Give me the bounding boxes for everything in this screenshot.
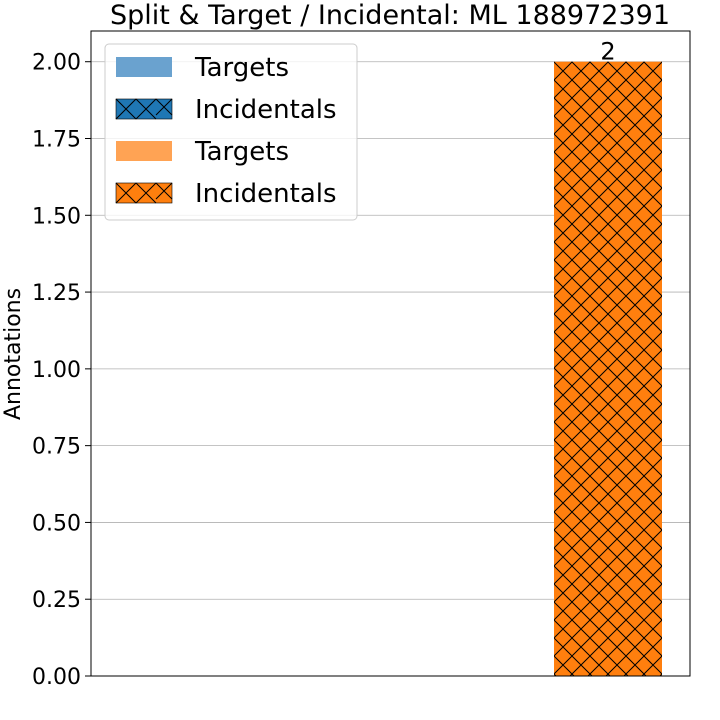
y-tick-label: 1.50 [32,204,81,229]
y-tick-label: 0.50 [32,511,81,536]
y-axis-label: Annotations [1,288,26,420]
y-tick-label: 1.00 [32,358,81,383]
data-labels: 2 [600,38,615,66]
legend-frame [104,43,358,221]
legend-swatch [116,57,172,77]
y-tick-label: 0.75 [32,435,81,460]
bars [554,61,662,676]
y-tick-label: 1.75 [32,128,81,153]
legend-label: Targets [194,53,289,83]
legend-swatch [116,141,172,161]
bar-hatch [554,61,662,676]
legend: Targets Incidentals Targets Incidentals [104,43,358,221]
y-tick-label: 2.00 [32,51,81,76]
y-axis-ticks: 0.00 0.25 0.50 0.75 1.00 1.25 1.50 1.75 2.00 [32,51,91,690]
legend-swatch-hatch [115,182,173,204]
legend-swatch-border [115,98,173,120]
legend-label: Incidentals [195,95,337,125]
legend-swatch [116,99,172,119]
legend-swatch-border [115,182,173,204]
chart-title: Split & Target / Incidental: ML 18897239… [110,0,670,31]
legend-swatch-hatch [115,98,173,120]
plot-frame [90,30,691,677]
legend-label: Targets [194,137,289,167]
y-tick-label: 1.25 [32,281,81,306]
y-tick-label: 0.25 [32,588,81,613]
legend-swatch [116,183,172,203]
y-tick-label: 0.00 [32,665,81,690]
data-label: 2 [600,38,615,66]
legend-label: Incidentals [195,179,337,209]
